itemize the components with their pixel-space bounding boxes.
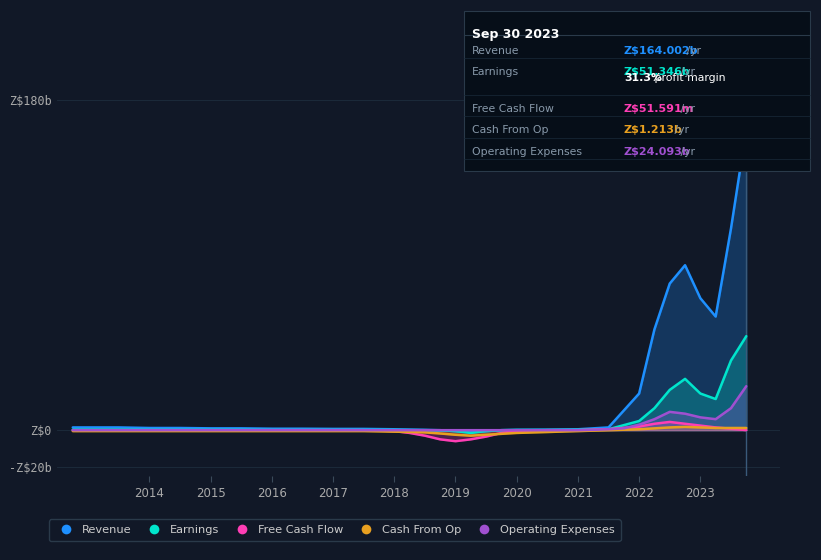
Text: /yr: /yr — [677, 104, 695, 114]
Text: Z$51.591m: Z$51.591m — [624, 104, 695, 114]
Text: /yr: /yr — [677, 67, 695, 77]
Text: /yr: /yr — [677, 147, 695, 157]
Text: 31.3%: 31.3% — [624, 73, 662, 83]
Text: Sep 30 2023: Sep 30 2023 — [472, 28, 559, 41]
Text: Cash From Op: Cash From Op — [472, 125, 548, 136]
Text: Z$51.346b: Z$51.346b — [624, 67, 690, 77]
Text: /yr: /yr — [683, 46, 701, 56]
Text: Earnings: Earnings — [472, 67, 519, 77]
Text: Free Cash Flow: Free Cash Flow — [472, 104, 554, 114]
Text: Revenue: Revenue — [472, 46, 520, 56]
Text: Z$164.002b: Z$164.002b — [624, 46, 699, 56]
Text: Z$24.093b: Z$24.093b — [624, 147, 690, 157]
Text: Z$1.213b: Z$1.213b — [624, 125, 683, 136]
Text: Operating Expenses: Operating Expenses — [472, 147, 582, 157]
Text: profit margin: profit margin — [650, 73, 725, 83]
Legend: Revenue, Earnings, Free Cash Flow, Cash From Op, Operating Expenses: Revenue, Earnings, Free Cash Flow, Cash … — [48, 520, 621, 541]
Text: /yr: /yr — [672, 125, 690, 136]
